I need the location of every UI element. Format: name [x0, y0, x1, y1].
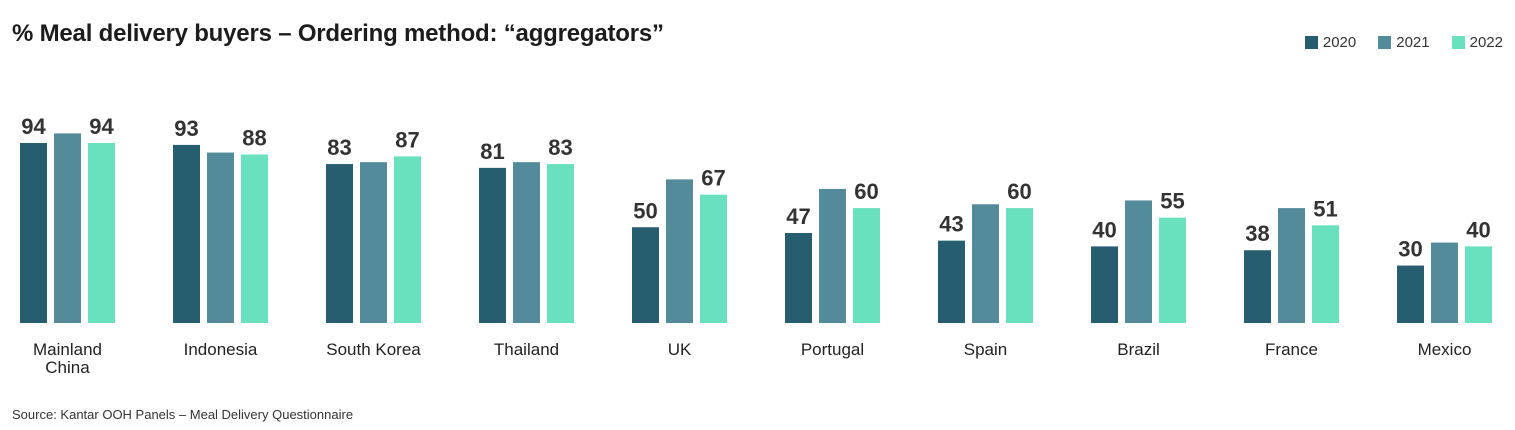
- value-label-brazil-2020: 40: [1092, 217, 1116, 242]
- bar-indonesia-2021: [207, 152, 234, 323]
- category-label-mexico: Mexico: [1418, 340, 1472, 359]
- bar-france-2022: [1312, 225, 1339, 323]
- value-label-spain-2022: 60: [1007, 179, 1031, 204]
- bar-brazil-2022: [1159, 217, 1186, 323]
- legend-swatch-2020: [1304, 36, 1318, 49]
- bar-france-2020: [1244, 250, 1271, 323]
- bar-south-korea-2022: [394, 156, 421, 323]
- bar-spain-2020: [938, 240, 965, 323]
- legend-label-2021: 2021: [1396, 34, 1430, 51]
- legend-label-2020: 2020: [1322, 34, 1357, 51]
- bar-brazil-2020: [1091, 246, 1118, 323]
- chart-title: % Meal delivery buyers – Ordering method…: [12, 20, 664, 47]
- legend-swatch-2022: [1451, 36, 1465, 49]
- category-label-spain: Spain: [964, 340, 1007, 359]
- value-label-mainland-china-2022: 94: [89, 114, 114, 139]
- category-label-mainland-china: Mainland China: [33, 340, 102, 377]
- value-label-mexico-2020: 30: [1398, 237, 1422, 262]
- value-label-thailand-2022: 83: [548, 135, 572, 160]
- value-label-spain-2020: 43: [939, 212, 963, 237]
- bar-south-korea-2021: [360, 162, 387, 323]
- category-label-south-korea: South Korea: [326, 340, 421, 359]
- value-label-mainland-china-2020: 94: [21, 114, 46, 139]
- bar-mexico-2020: [1397, 265, 1424, 323]
- category-label-portugal: Portugal: [801, 340, 864, 359]
- bar-thailand-2020: [479, 167, 506, 323]
- bar-mexico-2021: [1431, 242, 1458, 323]
- bar-thailand-2022: [547, 164, 574, 323]
- value-label-france-2022: 51: [1313, 196, 1337, 221]
- bar-portugal-2022: [853, 208, 880, 323]
- bar-mainland-china-2021: [54, 133, 81, 323]
- source-note: Source: Kantar OOH Panels – Meal Deliver…: [12, 407, 354, 422]
- value-label-portugal-2022: 60: [854, 179, 878, 204]
- bar-france-2021: [1278, 208, 1305, 323]
- category-label-uk: UK: [668, 340, 692, 359]
- legend-item-2021: 2021: [1378, 34, 1430, 51]
- value-label-portugal-2020: 47: [786, 204, 810, 229]
- bar-chart: 94 94 Mainland China 93 88 Indonesia 83 87 South …: [20, 114, 1492, 377]
- legend-item-2020: 2020: [1304, 34, 1357, 51]
- bar-uk-2022: [700, 194, 727, 323]
- bar-spain-2022: [1006, 208, 1033, 323]
- chart-legend: 2020 2021 2022: [1304, 34, 1503, 51]
- bar-indonesia-2020: [173, 144, 200, 323]
- value-label-france-2020: 38: [1245, 221, 1269, 246]
- category-label-france: France: [1265, 340, 1318, 359]
- bar-uk-2020: [632, 227, 659, 323]
- value-label-brazil-2022: 55: [1160, 189, 1184, 214]
- category-label-brazil: Brazil: [1117, 340, 1160, 359]
- legend-item-2022: 2022: [1451, 34, 1503, 51]
- value-label-mexico-2022: 40: [1466, 217, 1490, 242]
- bar-spain-2021: [972, 204, 999, 323]
- bar-south-korea-2020: [326, 164, 353, 323]
- value-label-thailand-2020: 81: [480, 139, 504, 164]
- legend-swatch-2021: [1378, 36, 1392, 49]
- bar-mexico-2022: [1465, 246, 1492, 323]
- category-label-indonesia: Indonesia: [184, 340, 258, 359]
- value-label-south-korea-2020: 83: [327, 135, 351, 160]
- category-label-thailand: Thailand: [494, 340, 559, 359]
- bar-brazil-2021: [1125, 200, 1152, 323]
- bar-mainland-china-2022: [88, 142, 115, 323]
- bar-mainland-china-2020: [20, 142, 47, 323]
- bar-thailand-2021: [513, 162, 540, 323]
- value-label-uk-2020: 50: [633, 198, 657, 223]
- legend-label-2022: 2022: [1469, 34, 1503, 51]
- value-label-uk-2022: 67: [701, 166, 725, 191]
- bar-uk-2021: [666, 179, 693, 323]
- bar-portugal-2020: [785, 232, 812, 323]
- value-label-indonesia-2022: 88: [242, 125, 266, 150]
- bar-portugal-2021: [819, 188, 846, 323]
- bar-indonesia-2022: [241, 154, 268, 323]
- value-label-indonesia-2020: 93: [174, 116, 198, 141]
- value-label-south-korea-2022: 87: [395, 127, 419, 152]
